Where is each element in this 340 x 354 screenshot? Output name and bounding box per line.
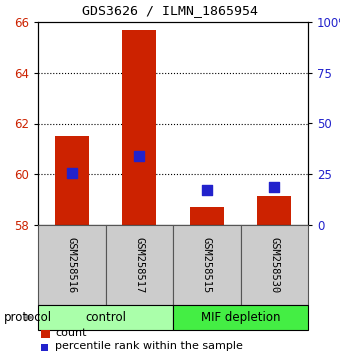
Bar	[38, 305, 173, 330]
Text: GSM258516: GSM258516	[67, 237, 77, 293]
Point	[204, 187, 209, 193]
Text: GSM258530: GSM258530	[269, 237, 279, 293]
Bar	[122, 30, 156, 225]
Bar	[55, 136, 89, 225]
Bar	[240, 225, 308, 305]
Bar	[173, 225, 240, 305]
Bar	[257, 196, 291, 225]
Point	[272, 185, 277, 190]
Point	[69, 170, 74, 176]
Bar	[190, 207, 224, 225]
Bar	[105, 225, 173, 305]
Text: GSM258515: GSM258515	[202, 237, 212, 293]
Text: percentile rank within the sample: percentile rank within the sample	[55, 341, 243, 350]
Text: control: control	[85, 311, 126, 324]
Text: GDS3626 / ILMN_1865954: GDS3626 / ILMN_1865954	[82, 5, 258, 17]
Bar	[173, 305, 308, 330]
Point	[137, 153, 142, 159]
Text: GSM258517: GSM258517	[134, 237, 144, 293]
Text: count: count	[55, 328, 86, 338]
Text: protocol: protocol	[3, 311, 52, 324]
Text: MIF depletion: MIF depletion	[201, 311, 280, 324]
Bar	[38, 225, 105, 305]
